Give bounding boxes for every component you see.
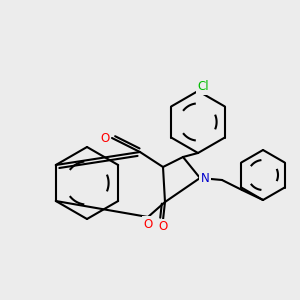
Text: N: N [201,172,209,184]
Text: Cl: Cl [197,80,209,94]
Text: O: O [100,131,109,145]
Text: O: O [143,218,153,230]
Text: O: O [158,220,168,233]
